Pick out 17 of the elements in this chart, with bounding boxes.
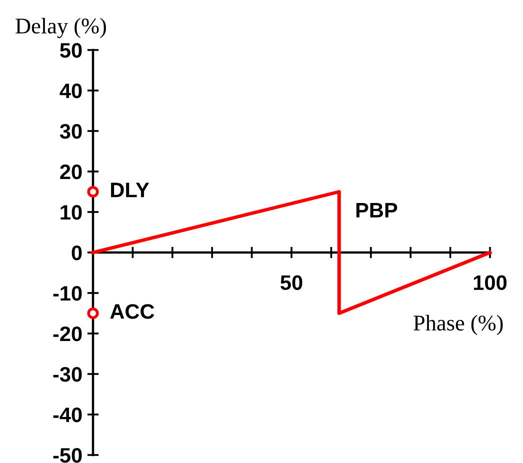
x-tick-label: 100 — [474, 275, 507, 290]
y-tick-label: -20 — [53, 326, 82, 342]
y-tick-label: 0 — [72, 246, 82, 260]
y-tick-label: 30 — [60, 124, 82, 139]
y-tick-label: 20 — [60, 164, 82, 180]
y-tick-label: -40 — [53, 408, 82, 422]
annotation: ACC — [110, 304, 154, 319]
y-tick-label: 50 — [60, 43, 82, 58]
annotation: DLY — [111, 182, 150, 198]
y-tick-label: -10 — [53, 286, 82, 301]
y-tick-label: 40 — [60, 84, 82, 98]
y-tick-label: -30 — [53, 367, 82, 382]
annotation: PBP — [356, 203, 398, 218]
y-tick-label: -50 — [53, 448, 82, 463]
x-axis-title: Phase (%) — [414, 314, 503, 336]
y-axis-title: Delay (%) — [16, 18, 106, 38]
y-tick-label: 10 — [60, 205, 82, 220]
